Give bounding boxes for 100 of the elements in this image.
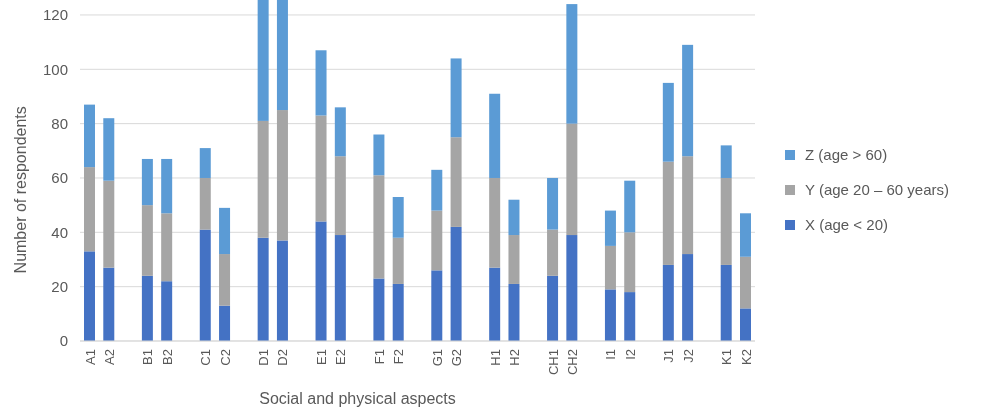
bar bbox=[566, 123, 578, 236]
bar bbox=[682, 156, 694, 255]
bar bbox=[450, 226, 462, 341]
x-tick-label: CH2 bbox=[564, 349, 580, 376]
bar bbox=[508, 283, 520, 341]
bar bbox=[141, 205, 153, 276]
y-tick-label: 60 bbox=[51, 169, 68, 187]
bar bbox=[103, 180, 115, 268]
bar bbox=[604, 210, 616, 246]
y-axis-title: Number of respondents bbox=[12, 106, 29, 274]
x-tick-label: G1 bbox=[429, 349, 445, 367]
bar bbox=[199, 177, 211, 230]
bar bbox=[682, 254, 694, 341]
bar bbox=[392, 283, 404, 341]
bar bbox=[392, 237, 404, 284]
bar bbox=[84, 104, 95, 168]
bar bbox=[624, 232, 636, 293]
y-tick-label: 100 bbox=[42, 60, 68, 78]
bar bbox=[84, 251, 95, 341]
bar bbox=[624, 180, 636, 233]
x-tick-label: C2 bbox=[217, 349, 233, 366]
y-tick-label: 20 bbox=[51, 277, 68, 295]
bar bbox=[392, 197, 404, 238]
bar bbox=[103, 267, 115, 341]
bar bbox=[257, 120, 269, 238]
bar bbox=[334, 156, 346, 236]
bar bbox=[489, 93, 501, 178]
bar bbox=[508, 199, 520, 236]
bar bbox=[141, 275, 153, 341]
bar bbox=[431, 210, 443, 271]
legend-label: X (age < 20) bbox=[805, 216, 888, 234]
bar bbox=[740, 308, 751, 341]
bar bbox=[257, 237, 269, 341]
bar bbox=[315, 221, 327, 341]
x-tick-label: A2 bbox=[101, 349, 117, 365]
x-tick-label: F2 bbox=[391, 349, 407, 365]
x-tick-label: CH1 bbox=[545, 349, 561, 376]
bar bbox=[489, 177, 501, 268]
x-tick-label: F1 bbox=[371, 349, 387, 365]
bar bbox=[219, 207, 231, 255]
bar bbox=[161, 213, 173, 282]
x-tick-label: B2 bbox=[159, 349, 175, 365]
bar bbox=[547, 275, 559, 341]
bar bbox=[624, 292, 636, 341]
bar bbox=[276, 110, 288, 241]
x-tick-label: K2 bbox=[738, 349, 754, 365]
y-tick-label: 40 bbox=[51, 223, 68, 241]
bar bbox=[450, 58, 462, 138]
bar bbox=[566, 4, 578, 124]
legend-label: Y (age 20 – 60 years) bbox=[805, 181, 949, 199]
x-tick-label: B1 bbox=[140, 349, 156, 365]
x-axis-title: Social and physical aspects bbox=[259, 390, 456, 407]
bar bbox=[547, 177, 559, 230]
bar bbox=[720, 264, 732, 341]
bar bbox=[566, 235, 578, 341]
x-tick-label: J1 bbox=[661, 349, 677, 363]
bar bbox=[276, 0, 288, 111]
bar bbox=[431, 270, 443, 341]
bar bbox=[662, 82, 674, 162]
bar bbox=[334, 107, 346, 157]
y-tick-label: 120 bbox=[42, 6, 68, 24]
y-tick-label: 0 bbox=[59, 332, 68, 350]
bar bbox=[219, 305, 231, 341]
x-tick-label: H1 bbox=[487, 349, 503, 366]
bar bbox=[84, 167, 95, 252]
x-tick-label: H2 bbox=[506, 349, 522, 366]
bar bbox=[373, 278, 385, 341]
x-tick-label: C1 bbox=[198, 349, 214, 366]
bar bbox=[199, 148, 211, 178]
bar bbox=[682, 44, 694, 157]
bar bbox=[604, 245, 616, 290]
bar bbox=[103, 118, 115, 181]
bar bbox=[489, 267, 501, 341]
bar bbox=[604, 289, 616, 341]
bar bbox=[508, 235, 520, 284]
bar bbox=[315, 50, 327, 116]
legend-label: Z (age > 60) bbox=[805, 146, 888, 164]
bar bbox=[662, 161, 674, 265]
bar bbox=[720, 177, 732, 265]
x-tick-label: E1 bbox=[314, 349, 330, 365]
bar bbox=[450, 137, 462, 227]
y-tick-label: 80 bbox=[51, 114, 68, 132]
x-tick-label: D2 bbox=[275, 349, 291, 366]
x-tick-label: J2 bbox=[680, 349, 696, 363]
bar bbox=[161, 281, 173, 341]
bar bbox=[740, 256, 751, 309]
x-tick-label: D1 bbox=[256, 349, 272, 366]
x-tick-label: I1 bbox=[603, 349, 619, 360]
x-tick-label: A1 bbox=[82, 349, 98, 365]
bar bbox=[373, 134, 385, 176]
bar bbox=[141, 158, 153, 206]
bar bbox=[547, 229, 559, 276]
x-tick-label: K1 bbox=[719, 349, 735, 365]
x-tick-label: I2 bbox=[622, 349, 638, 360]
bar bbox=[740, 213, 751, 257]
bar bbox=[431, 169, 443, 211]
bar bbox=[315, 115, 327, 222]
x-tick-label: G2 bbox=[449, 349, 465, 367]
bar bbox=[161, 158, 173, 214]
bar bbox=[334, 235, 346, 341]
